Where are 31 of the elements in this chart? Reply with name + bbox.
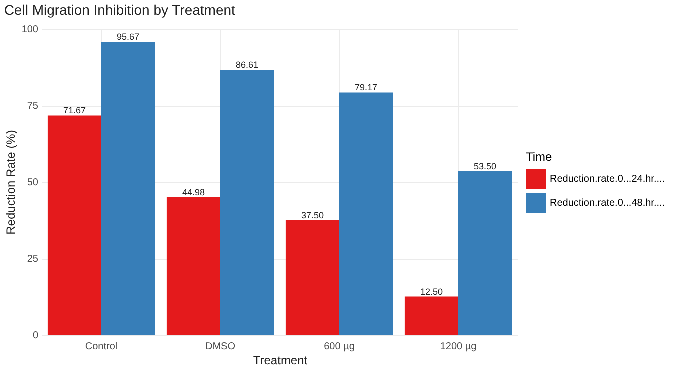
data-label: 95.67 [117,32,140,42]
data-label: 37.50 [301,210,324,220]
chart-title: Cell Migration Inhibition by Treatment [4,2,236,18]
data-label: 71.67 [63,106,86,116]
bar [220,70,274,335]
x-tick-label: DMSO [206,342,236,352]
y-tick-label: 50 [27,178,39,188]
bar [340,92,394,335]
data-label: 86.61 [236,60,259,70]
bar [102,42,156,335]
bar [166,197,220,335]
x-tick-label: Control [85,342,118,352]
legend-title: Time [526,150,553,164]
legend-label: Reduction.rate.0...24.hr.... [550,174,666,185]
bar [48,116,102,335]
x-tick-label: 1200 µg [440,342,477,352]
bar [404,296,458,335]
x-axis-title: Treatment [253,354,308,368]
data-label: 12.50 [420,286,443,297]
bar [458,171,512,335]
y-tick-label: 75 [27,101,39,112]
data-label: 44.98 [182,187,205,198]
y-tick-label: 0 [32,330,39,342]
data-label: 79.17 [355,82,378,93]
y-axis-title: Reduction Rate (%) [4,130,18,235]
x-tick-label: 600 µg [324,342,355,352]
y-tick-label: 25 [27,254,39,265]
bar [286,220,340,335]
y-tick-label: 100 [22,24,39,36]
data-label: 53.50 [474,161,497,172]
legend-label: Reduction.rate.0...48.hr.... [550,198,666,209]
